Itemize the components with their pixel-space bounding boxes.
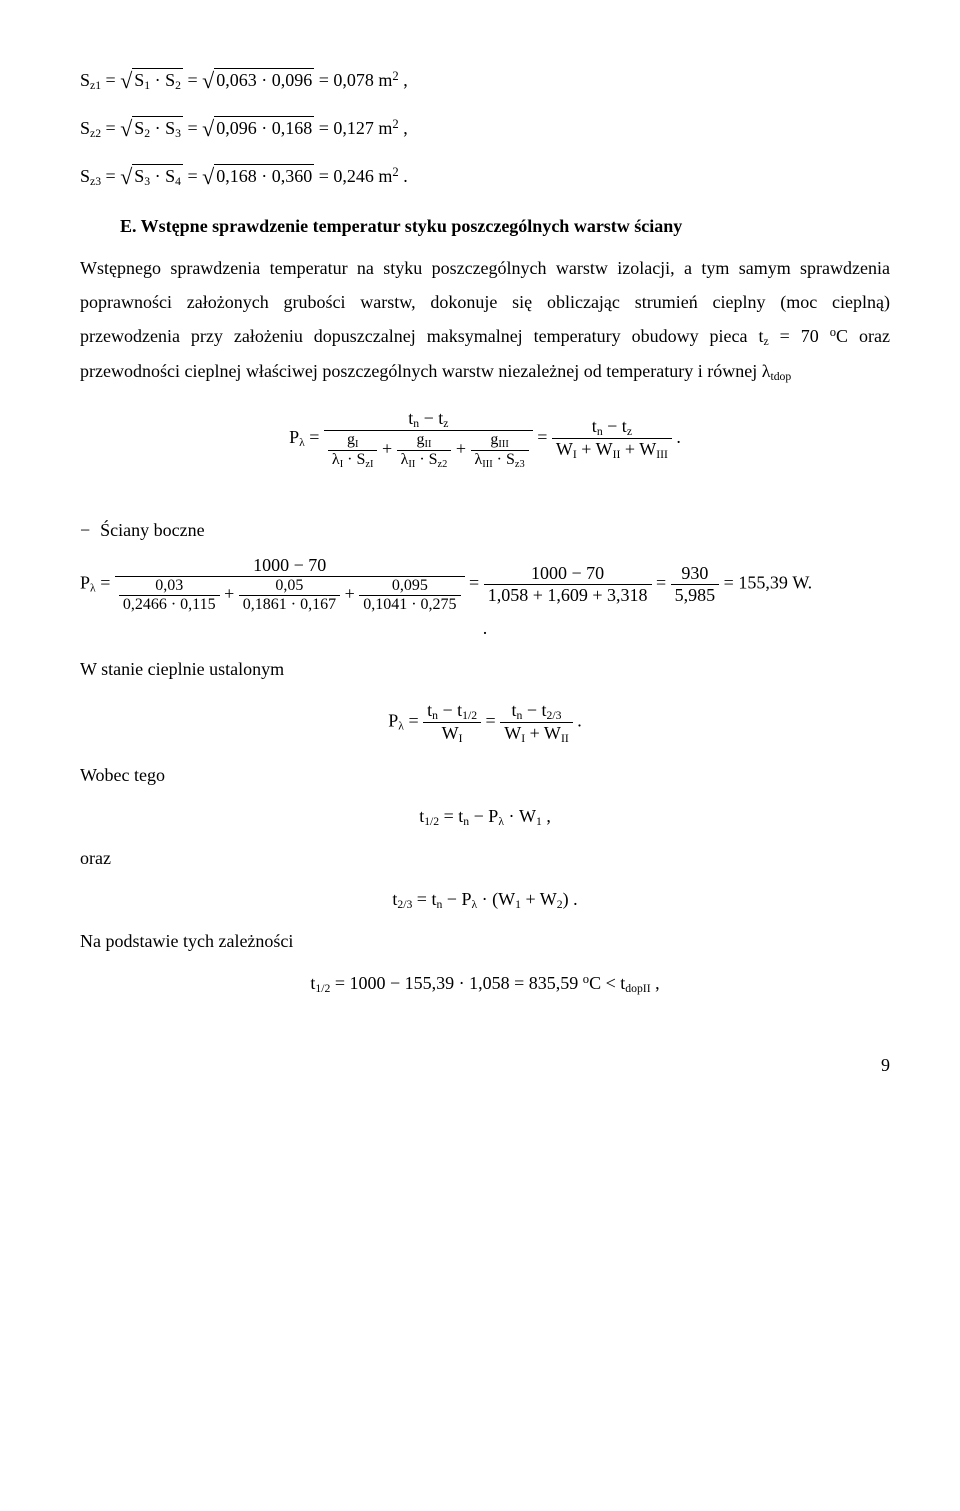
final-numeric: t1/2 = 1000 − 155,39 · 1,058 = 835,59 oC…	[80, 972, 890, 995]
calc-t2-den: 0,1861 · 0,167	[239, 595, 340, 614]
p-lambda-numeric: Pλ = 1000 − 70 0,03 0,2466 · 0,115 + 0,0…	[80, 555, 890, 614]
steady-state-eq: Pλ = tn − t1/2 WI = tn − t2/3 WI + WII .	[80, 700, 890, 745]
wobec-eq: t1/2 = tn − Pλ · W1 ,	[80, 806, 890, 828]
eq-sz2: Sz2 = √S2 · S3 = √0,096 · 0,168 = 0,127 …	[80, 116, 890, 142]
calc-mid-den: 1,058 + 1,609 + 3,318	[484, 584, 652, 606]
calc-t1-den: 0,2466 · 0,115	[119, 595, 220, 614]
p-lambda-formula: Pλ = tn − tz gI λI · SzI + gII λII · Sz2…	[80, 408, 890, 470]
calc-t3-num: 0,095	[359, 577, 460, 595]
paragraph-1-part-b: = 70	[769, 326, 830, 346]
calc-t3-den: 0,1041 · 0,275	[359, 595, 460, 614]
eq-sz1: Sz1 = √S1 · S2 = √0,063 · 0,096 = 0,078 …	[80, 68, 890, 94]
calc-t1-num: 0,03	[119, 577, 220, 595]
podstawie-label: Na podstawie tych zależności	[80, 931, 890, 952]
eq-sz3: Sz3 = √S3 · S4 = √0,168 · 0,360 = 0,246 …	[80, 164, 890, 190]
page-number: 9	[80, 1055, 890, 1076]
wobec-label: Wobec tego	[80, 765, 890, 786]
calc-num: 1000 − 70	[115, 555, 465, 576]
calc-t2-num: 0,05	[239, 577, 340, 595]
calc-mid-num: 1000 − 70	[484, 563, 652, 584]
oraz-label: oraz	[80, 848, 890, 869]
paragraph-1-sub-tdop: tdop	[770, 370, 791, 383]
calc-result: = 155,39 W.	[719, 572, 812, 592]
calc-last-den: 5,985	[671, 584, 720, 606]
steady-state-label: W stanie cieplnie ustalonym	[80, 659, 890, 680]
sciany-boczne-label: −Ściany boczne	[80, 520, 890, 541]
calc-last-num: 930	[671, 563, 720, 584]
oraz-eq: t2/3 = tn − Pλ · (W1 + W2) .	[80, 889, 890, 911]
trailing-dot: .	[80, 618, 890, 639]
paragraph-1: Wstępnego sprawdzenia temperatur na styk…	[80, 251, 890, 388]
section-e-heading: E. Wstępne sprawdzenie temperatur styku …	[120, 216, 890, 237]
